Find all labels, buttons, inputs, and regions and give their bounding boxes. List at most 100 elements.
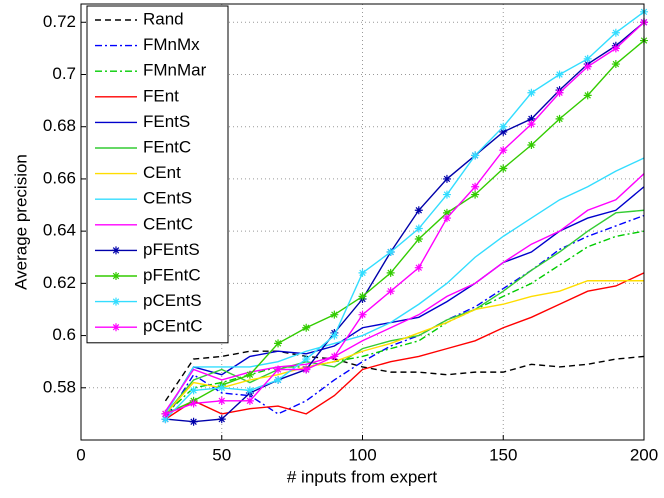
series-marker <box>527 140 536 149</box>
legend-label: FEnt <box>143 86 179 105</box>
series-marker <box>499 127 508 136</box>
legend-label: pCEntC <box>143 317 203 336</box>
series-marker <box>386 287 395 296</box>
series-marker <box>386 248 395 257</box>
series-marker <box>302 355 311 364</box>
legend-marker <box>112 246 120 255</box>
series-line <box>165 40 645 415</box>
series-marker <box>330 352 339 361</box>
legend-label: CEntC <box>143 214 193 233</box>
legend-label: CEnt <box>143 163 181 182</box>
series-line <box>164 350 645 402</box>
y-tick-label: 0.72 <box>43 12 76 31</box>
legend-marker <box>112 323 120 332</box>
series-marker <box>499 122 508 131</box>
legend-label: FMnMx <box>143 35 200 54</box>
series-marker <box>414 224 423 233</box>
legend-box <box>86 5 229 344</box>
series-line <box>164 186 645 415</box>
series-marker <box>471 182 480 191</box>
legend-label: Rand <box>143 9 184 28</box>
series-line <box>164 214 645 420</box>
legend: Rand FMnMx FMnMar FEnt FEntS FEntC CEnt CEntS CE… <box>86 5 229 344</box>
legend-marker <box>112 272 120 280</box>
series-marker <box>302 365 311 374</box>
series-marker <box>527 120 536 129</box>
series-marker <box>555 70 564 79</box>
series-marker <box>527 88 536 97</box>
series-marker <box>442 190 451 199</box>
series-marker <box>555 88 564 97</box>
y-tick-label: 0.62 <box>43 273 76 292</box>
series-marker <box>161 415 170 424</box>
series-marker <box>330 331 339 340</box>
series-marker <box>245 386 254 395</box>
y-tick-label: 0.6 <box>52 325 76 344</box>
series-marker <box>611 44 620 53</box>
series-marker <box>358 268 367 277</box>
legend-marker <box>112 297 120 306</box>
legend-label: FMnMar <box>143 61 207 80</box>
series-marker <box>442 174 451 183</box>
series-marker <box>274 375 283 384</box>
series-marker <box>414 263 423 272</box>
series-marker <box>245 396 254 405</box>
series-marker <box>442 208 451 217</box>
series-marker <box>527 114 536 123</box>
x-tick-label: 0 <box>76 445 85 464</box>
series-marker <box>358 310 367 319</box>
series-line <box>164 280 644 415</box>
series-marker <box>611 60 620 69</box>
x-axis-label: # inputs from expert <box>287 467 438 486</box>
series-marker <box>583 54 592 63</box>
y-tick-label: 0.68 <box>43 116 76 135</box>
series-marker <box>302 323 311 332</box>
series-marker <box>330 310 339 319</box>
series-line <box>165 21 645 423</box>
legend-label: FEntC <box>143 137 191 156</box>
series-marker <box>161 409 170 418</box>
series-marker <box>189 417 198 426</box>
series-marker <box>358 292 367 301</box>
series-marker <box>189 386 198 395</box>
series-marker <box>611 28 620 37</box>
series-marker <box>217 396 226 405</box>
y-tick-label: 0.64 <box>43 221 76 240</box>
y-axis-label: Average precision <box>11 154 30 290</box>
series-line <box>164 173 645 412</box>
series-marker <box>583 91 592 100</box>
x-tick-label: 50 <box>212 445 231 464</box>
series-line <box>164 157 645 415</box>
series-marker <box>245 370 254 379</box>
x-tick-label: 150 <box>489 445 517 464</box>
y-tick-label: 0.7 <box>52 64 76 83</box>
series-marker <box>499 146 508 155</box>
y-tick-label: 0.58 <box>43 377 76 396</box>
legend-label: CEntS <box>143 189 192 208</box>
series-marker <box>555 114 564 123</box>
series-marker <box>471 151 480 160</box>
series-marker <box>217 415 226 424</box>
series-marker <box>414 206 423 215</box>
series-marker <box>442 214 451 223</box>
series-marker <box>217 383 226 392</box>
legend-label: pFEntC <box>143 265 201 284</box>
series-marker <box>583 62 592 71</box>
series-marker <box>471 190 480 199</box>
series-marker <box>414 234 423 243</box>
series-marker <box>499 164 508 173</box>
legend-label: FEntS <box>143 112 190 131</box>
series-line <box>164 11 645 420</box>
series-marker <box>189 399 198 408</box>
series-marker <box>274 365 283 374</box>
x-tick-label: 100 <box>348 445 376 464</box>
x-tick-label: 200 <box>630 445 658 464</box>
legend-label: pCEntS <box>143 291 202 310</box>
series-line <box>165 21 645 415</box>
y-tick-label: 0.66 <box>43 168 76 187</box>
legend-label: pFEntS <box>143 240 200 259</box>
series-line <box>165 272 645 420</box>
axes-box <box>80 3 645 441</box>
series-marker <box>274 339 283 348</box>
